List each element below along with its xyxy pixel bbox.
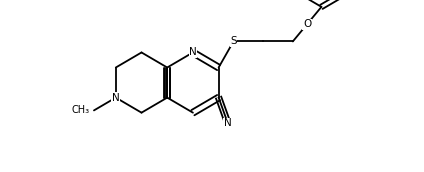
Text: N: N xyxy=(189,47,197,57)
Text: CH₃: CH₃ xyxy=(72,105,90,115)
Text: O: O xyxy=(303,19,311,29)
Text: S: S xyxy=(230,36,237,46)
Text: N: N xyxy=(224,118,232,128)
Text: N: N xyxy=(112,93,120,103)
